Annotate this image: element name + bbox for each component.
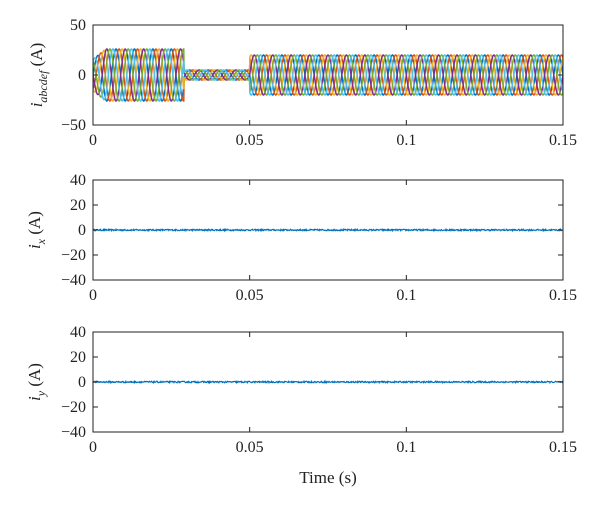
ix-ticks: 0 0.05 0.1 0.15 40 20 0 −20 −40 — [61, 172, 577, 304]
ylabel-iy: iy (A) — [25, 363, 48, 401]
ix-xtick-label-2: 0.1 — [396, 287, 416, 304]
ix-series-group — [93, 227, 563, 233]
iy-ytick-label-1: 20 — [70, 349, 86, 366]
abcdef-ytick-label-2: −50 — [61, 117, 86, 134]
ylabel-abcdef-main: i — [27, 102, 46, 107]
iy-ytick-label-2: 0 — [78, 374, 86, 391]
abcdef-xtick-label-3: 0.15 — [549, 132, 577, 149]
iy-xtick-label-2: 0.1 — [396, 439, 416, 456]
panel-current-x: 0 0.05 0.1 0.15 40 20 0 −20 −40 ix (A) — [25, 172, 577, 304]
iy-series-group — [93, 379, 563, 385]
abcdef-xtick-label-0: 0 — [89, 132, 97, 149]
ix-xtick-label-1: 0.05 — [236, 287, 264, 304]
ix-ytick-label-1: 20 — [70, 197, 86, 214]
abcdef-series-4 — [93, 48, 563, 102]
iy-ytick-label-0: 40 — [70, 324, 86, 341]
iy-ticks: 0 0.05 0.1 0.15 40 20 0 −20 −40 — [61, 324, 577, 456]
ylabel-abcdef-unit: (A) — [27, 43, 46, 71]
ix-xtick-label-0: 0 — [89, 287, 97, 304]
abcdef-ytick-label-0: 50 — [70, 17, 86, 34]
abcdef-xtick-label-2: 0.1 — [396, 132, 416, 149]
iy-series-line — [93, 379, 563, 385]
ix-xtick-label-3: 0.15 — [549, 287, 577, 304]
iy-ytick-label-3: −20 — [61, 399, 86, 416]
panel-current-y: 0 0.05 0.1 0.15 40 20 0 −20 −40 iy (A) — [25, 324, 577, 456]
iy-xtick-label-3: 0.15 — [549, 439, 577, 456]
abcdef-series-6 — [93, 48, 563, 102]
ylabel-ix: ix (A) — [25, 211, 48, 249]
ylabel-abcdef-sub: abcdef — [36, 69, 50, 103]
iy-ytick-label-4: −40 — [61, 424, 86, 441]
ix-ytick-label-4: −40 — [61, 272, 86, 289]
ylabel-ix-main: i — [25, 244, 44, 249]
ylabel-ix-sub: x — [34, 238, 48, 245]
ix-series-line — [93, 227, 563, 233]
xlabel-time: Time (s) — [299, 468, 356, 487]
ylabel-iy-sub: y — [34, 390, 48, 397]
ix-ytick-label-0: 40 — [70, 172, 86, 189]
ix-ytick-label-3: −20 — [61, 247, 86, 264]
abcdef-series-group — [93, 48, 563, 102]
abcdef-ytick-label-1: 0 — [78, 67, 86, 84]
abcdef-series-1 — [93, 48, 563, 102]
ylabel-abcdef: iabcdef (A) — [27, 43, 50, 108]
ix-ytick-label-2: 0 — [78, 222, 86, 239]
ylabel-iy-main: i — [25, 396, 44, 401]
ylabel-iy-unit: (A) — [25, 363, 44, 391]
iy-xtick-label-1: 0.05 — [236, 439, 264, 456]
abcdef-series-5 — [93, 48, 563, 102]
iy-xtick-label-0: 0 — [89, 439, 97, 456]
abcdef-xtick-label-1: 0.05 — [236, 132, 264, 149]
ylabel-ix-unit: (A) — [25, 211, 44, 239]
